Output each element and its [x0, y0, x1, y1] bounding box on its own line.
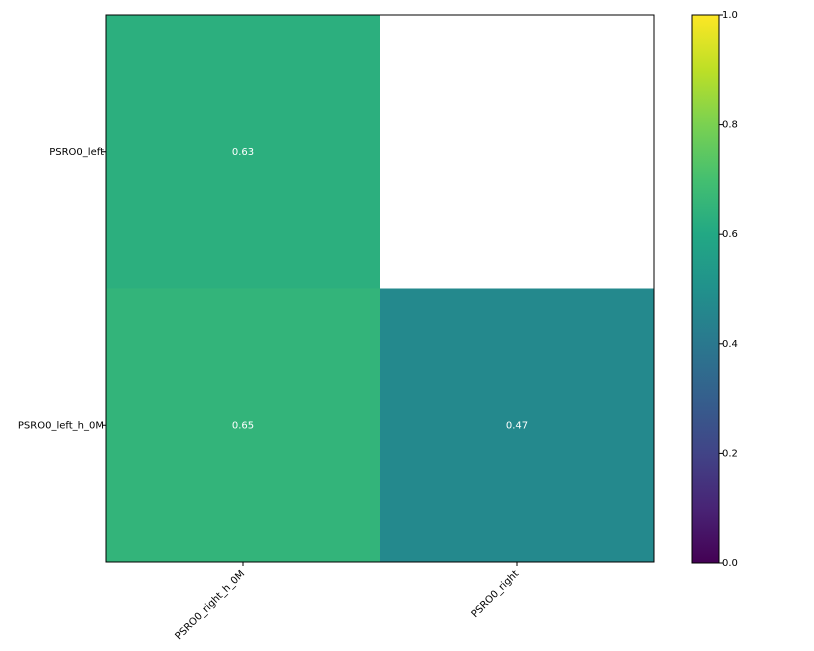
cell-label: 0.47	[506, 420, 528, 431]
cell-label: 0.65	[232, 420, 254, 431]
y-tick-label: PSRO0_left	[49, 147, 104, 158]
x-tick-label: PSRO0_right	[470, 568, 522, 620]
colorbar-tick-label: 0.0	[722, 558, 738, 569]
colorbar-tick-label: 1.0	[722, 10, 738, 21]
y-tick-label: PSRO0_left_h_0M	[18, 420, 104, 431]
heatmap-cell	[106, 15, 380, 289]
heatmap-cell	[106, 288, 380, 562]
x-tick-label: PSRO0_right_h_0M	[173, 568, 247, 642]
cell-label: 0.63	[232, 147, 254, 158]
colorbar-tick-label: 0.4	[722, 339, 738, 350]
colorbar-tick-label: 0.6	[722, 229, 738, 240]
colorbar	[691, 14, 720, 564]
heatmap-cell	[380, 288, 654, 562]
colorbar-tick-label: 0.8	[722, 120, 738, 131]
colorbar-tick-label: 0.2	[722, 448, 738, 459]
heatmap	[106, 15, 654, 562]
plot-frame	[105, 14, 655, 563]
